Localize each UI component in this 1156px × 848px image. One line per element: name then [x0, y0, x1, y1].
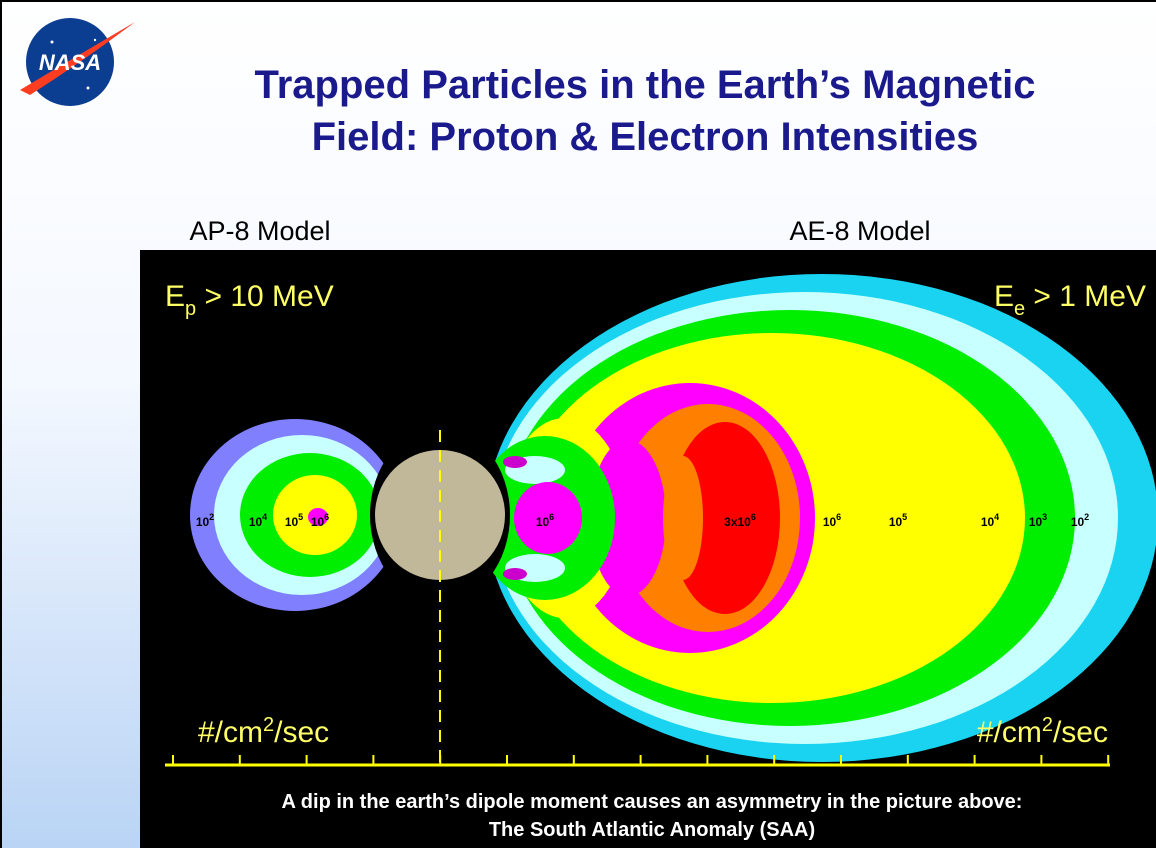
contour-label-part: 10: [981, 515, 995, 529]
flux-units-part: #/cm: [977, 716, 1042, 749]
caption: The South Atlantic Anomaly (SAA): [489, 819, 815, 841]
slide: Trapped Particles in the Earth’s Magneti…: [0, 0, 1156, 848]
logo-star: [94, 39, 96, 41]
contour-label-part: 10: [196, 515, 210, 529]
caption: A dip in the earth’s dipole moment cause…: [282, 791, 1023, 813]
logo-text: NASA: [39, 50, 101, 75]
contour-label-part: 6: [324, 512, 329, 522]
inner-belt-core: [503, 568, 527, 580]
contour-label-part: 10: [536, 515, 550, 529]
energy-threshold-part: > 10 MeV: [196, 280, 334, 313]
contour-label-part: 10: [889, 515, 903, 529]
slide-title: Field: Proton & Electron Intensities: [312, 115, 979, 159]
contour-label-part: 10: [285, 515, 299, 529]
energy-threshold-part: E: [165, 280, 185, 313]
contour-label-part: 2: [209, 512, 214, 522]
contour-label-part: 3x10: [724, 515, 751, 529]
contour-label-part: 6: [836, 512, 841, 522]
contour-label-part: 5: [298, 512, 303, 522]
contour-label-part: 2: [1084, 512, 1089, 522]
contour-label-part: 3: [1042, 512, 1047, 522]
contour-label-part: 10: [823, 515, 837, 529]
slide-title: Trapped Particles in the Earth’s Magneti…: [255, 63, 1036, 107]
flux-units-part: #/cm: [198, 716, 263, 749]
model-label: AP-8 Model: [189, 216, 330, 246]
belt-cut: [663, 456, 703, 580]
energy-threshold-part: p: [185, 298, 196, 320]
contour-label-part: 4: [262, 512, 267, 522]
energy-threshold-part: E: [994, 280, 1014, 313]
contour-label-part: 5: [902, 512, 907, 522]
flux-units-part: 2: [1042, 714, 1053, 736]
contour-label-part: 10: [311, 515, 325, 529]
contour-label-part: 6: [751, 512, 756, 522]
logo-star: [51, 41, 54, 44]
contour-label-part: 10: [1071, 515, 1085, 529]
contour-label-part: 10: [249, 515, 263, 529]
flux-units-part: /sec: [274, 716, 329, 749]
contour-label-part: 4: [994, 512, 999, 522]
energy-threshold-part: e: [1014, 298, 1025, 320]
logo-star: [87, 87, 90, 90]
flux-units-part: /sec: [1053, 716, 1108, 749]
contour-label-part: 10: [1029, 515, 1043, 529]
contour-label-part: 6: [549, 512, 554, 522]
flux-units-part: 2: [263, 714, 274, 736]
model-label: AE-8 Model: [789, 216, 930, 246]
energy-threshold-part: > 1 MeV: [1025, 280, 1146, 313]
inner-belt-core: [503, 456, 527, 468]
